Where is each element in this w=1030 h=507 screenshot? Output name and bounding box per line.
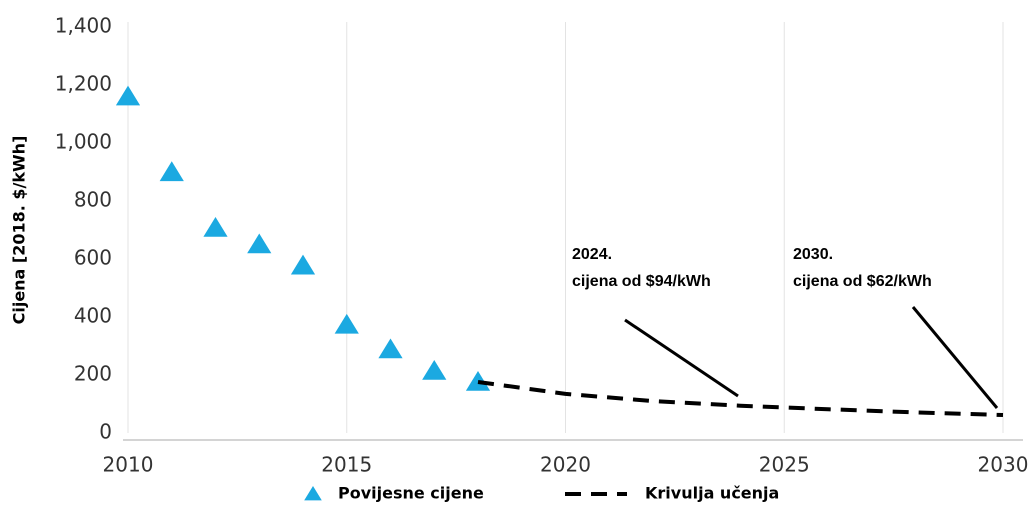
data-point	[290, 254, 316, 275]
y-tick-label: 800	[74, 188, 112, 212]
legend-marker	[304, 486, 322, 501]
x-tick-label: 2025	[759, 453, 810, 477]
legend-label: Povijesne cijene	[338, 484, 484, 503]
y-tick-label: 0	[99, 420, 112, 444]
learning-curve	[477, 379, 1004, 418]
y-axis-label: Cijena [2018. $/kWh]	[10, 136, 29, 325]
data-point	[334, 313, 359, 334]
annotation-text: 2024.	[572, 246, 612, 263]
y-tick-label: 1,000	[55, 130, 112, 154]
data-point	[465, 370, 491, 391]
data-point	[115, 85, 141, 106]
x-tick-label: 2030	[978, 453, 1029, 477]
legend-label: Krivulja učenja	[645, 484, 779, 503]
annotation-text: 2030.	[793, 246, 833, 263]
x-tick-label: 2010	[103, 453, 154, 477]
data-point	[159, 161, 184, 182]
y-tick-label: 600	[74, 246, 112, 270]
y-tick-label: 200	[74, 362, 112, 386]
annotation-text: cijena od $94/kWh	[572, 273, 711, 290]
annotation-pointer	[911, 306, 999, 409]
data-point	[203, 216, 228, 237]
y-tick-label: 400	[74, 304, 112, 328]
annotation-text: cijena od $62/kWh	[793, 273, 932, 290]
annotation-pointer	[624, 318, 739, 398]
y-tick-label: 1,200	[55, 72, 112, 96]
y-tick-label: 1,400	[55, 14, 112, 38]
data-point	[422, 359, 447, 380]
x-tick-label: 2015	[321, 453, 372, 477]
data-point	[247, 233, 272, 254]
x-tick-label: 2020	[540, 453, 591, 477]
data-point	[378, 338, 403, 359]
